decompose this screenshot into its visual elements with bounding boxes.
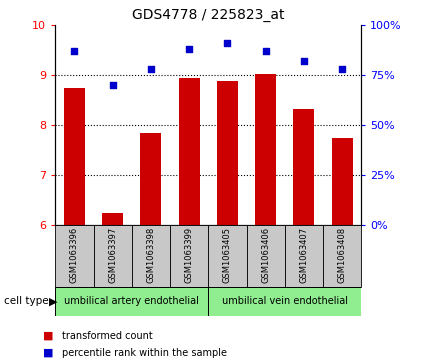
- Point: [147, 66, 154, 72]
- Text: GSM1063399: GSM1063399: [184, 227, 194, 283]
- Bar: [94, 225, 132, 287]
- Bar: [55, 287, 208, 316]
- Text: GSM1063407: GSM1063407: [299, 227, 309, 283]
- Bar: [64, 88, 85, 225]
- Point: [186, 46, 193, 52]
- Bar: [208, 287, 361, 316]
- Title: GDS4778 / 225823_at: GDS4778 / 225823_at: [132, 8, 284, 22]
- Point: [300, 58, 307, 64]
- Text: ■: ■: [42, 331, 53, 341]
- Bar: [255, 74, 276, 225]
- Point: [71, 48, 78, 54]
- Text: transformed count: transformed count: [62, 331, 153, 341]
- Bar: [332, 138, 353, 225]
- Bar: [217, 81, 238, 225]
- Point: [109, 82, 116, 88]
- Bar: [208, 225, 246, 287]
- Text: GSM1063397: GSM1063397: [108, 227, 117, 283]
- Point: [224, 40, 231, 46]
- Bar: [246, 225, 285, 287]
- Bar: [178, 78, 200, 225]
- Text: GSM1063396: GSM1063396: [70, 227, 79, 283]
- Bar: [55, 225, 94, 287]
- Text: percentile rank within the sample: percentile rank within the sample: [62, 348, 227, 358]
- Bar: [170, 225, 208, 287]
- Text: umbilical artery endothelial: umbilical artery endothelial: [64, 296, 199, 306]
- Text: GSM1063398: GSM1063398: [146, 227, 156, 283]
- Text: cell type: cell type: [4, 296, 49, 306]
- Text: GSM1063406: GSM1063406: [261, 227, 270, 283]
- Text: GSM1063405: GSM1063405: [223, 227, 232, 283]
- Point: [262, 48, 269, 54]
- Bar: [323, 225, 361, 287]
- Bar: [140, 133, 162, 225]
- Bar: [293, 109, 314, 225]
- Text: ■: ■: [42, 348, 53, 358]
- Text: ▶: ▶: [49, 296, 57, 306]
- Text: GSM1063408: GSM1063408: [337, 227, 347, 283]
- Bar: [285, 225, 323, 287]
- Point: [339, 66, 346, 72]
- Text: umbilical vein endothelial: umbilical vein endothelial: [222, 296, 348, 306]
- Bar: [102, 213, 123, 225]
- Bar: [132, 225, 170, 287]
